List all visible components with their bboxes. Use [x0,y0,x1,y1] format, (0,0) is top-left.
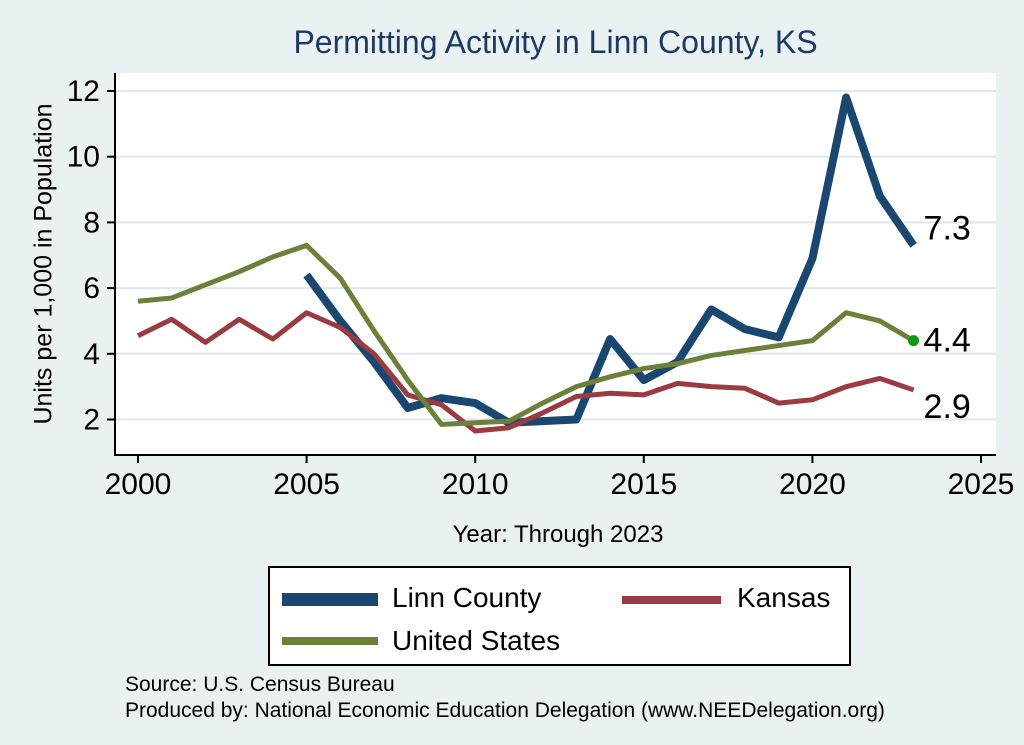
series-lines [136,93,920,434]
legend-label-kansas: Kansas [737,582,831,613]
x-tick-label: 2025 [948,468,1015,501]
series-line-united-states [137,242,915,427]
y-tick-label: 10 [67,141,100,174]
footer-notes: Source: U.S. Census Bureau Produced by: … [125,672,885,724]
series-line-kansas [136,310,915,434]
y-tick-label: 6 [83,272,100,305]
legend-label-united-states: United States [392,625,561,656]
series-line-linn-county [303,93,917,427]
legend: Linn County Kansas United States [268,566,851,666]
legend-swatch-linn-county [282,593,378,606]
axis-tick-labels: 2 4 6 8 10 12 2000 2005 2010 2015 2020 2025 [67,75,1015,501]
producer-note: Produced by: National Economic Education… [125,699,885,722]
y-tick-label: 4 [83,338,100,371]
end-value-label: 4.4 [924,322,971,360]
legend-label-linn-county: Linn County [392,582,542,613]
x-tick-label: 2015 [610,468,677,501]
y-tick-label: 2 [83,404,100,437]
x-axis-title: Year: Through 2023 [452,521,664,548]
source-note: Source: U.S. Census Bureau [125,673,395,696]
x-tick-label: 2005 [273,468,340,501]
y-tick-label: 8 [83,206,100,239]
x-tick-label: 2020 [779,468,846,501]
axes [107,73,996,463]
end-value-label: 7.3 [924,209,971,247]
end-value-label: 2.9 [924,388,971,426]
x-tick-label: 2010 [442,468,509,501]
y-tick-label: 12 [67,75,100,108]
end-value-labels: 7.3 4.4 2.9 [924,209,971,426]
legend-swatch-united-states [282,637,378,645]
x-tick-label: 2000 [105,468,172,501]
y-axis-title: Units per 1,000 in Population [29,103,58,425]
series-end-dot-united-states [908,335,920,347]
chart-title: Permitting Activity in Linn County, KS [293,24,818,60]
legend-swatch-kansas [622,596,721,604]
